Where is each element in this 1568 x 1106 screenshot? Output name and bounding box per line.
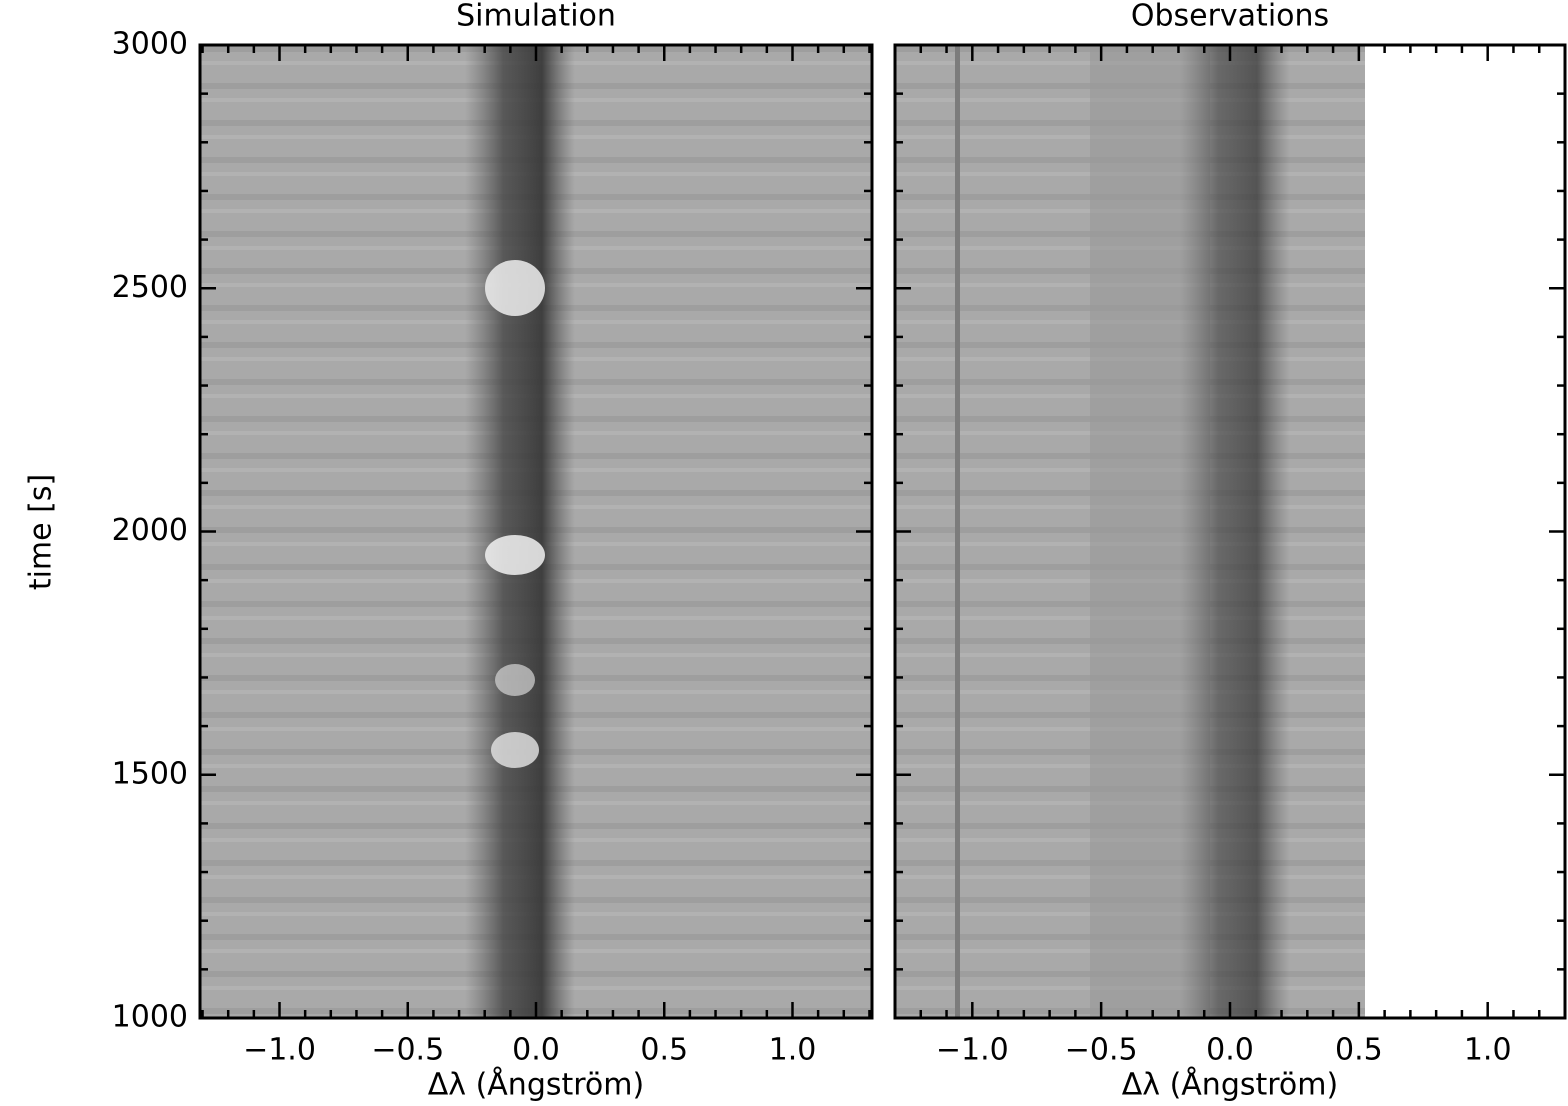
x-tick-label: 1.0: [769, 1033, 817, 1068]
simulation-image: [200, 45, 872, 1018]
x-tick-label: −1.0: [936, 1033, 1009, 1068]
x-tick-label: −0.5: [1065, 1033, 1138, 1068]
panel-title: Simulation: [456, 0, 616, 34]
x-tick-label: 0.5: [1335, 1033, 1383, 1068]
y-tick-label: 1000: [112, 1000, 188, 1035]
y-tick-label: 2000: [112, 513, 188, 548]
y-tick-label: 2500: [112, 270, 188, 305]
panel-title: Observations: [1131, 0, 1329, 34]
observations-image: [895, 45, 1365, 1018]
x-tick-label: 0.0: [512, 1033, 560, 1068]
x-tick-label: −1.0: [243, 1033, 316, 1068]
y-axis-label: time [s]: [24, 474, 59, 590]
x-axis-label: Δλ (Ångström): [1122, 1067, 1338, 1103]
x-tick-label: −0.5: [371, 1033, 444, 1068]
y-tick-label: 3000: [112, 27, 188, 62]
y-tick-label: 1500: [112, 756, 188, 791]
x-tick-label: 1.0: [1464, 1033, 1512, 1068]
x-axis-label: Δλ (Ångström): [428, 1067, 644, 1103]
x-tick-label: 0.0: [1206, 1033, 1254, 1068]
x-tick-label: 0.5: [640, 1033, 688, 1068]
